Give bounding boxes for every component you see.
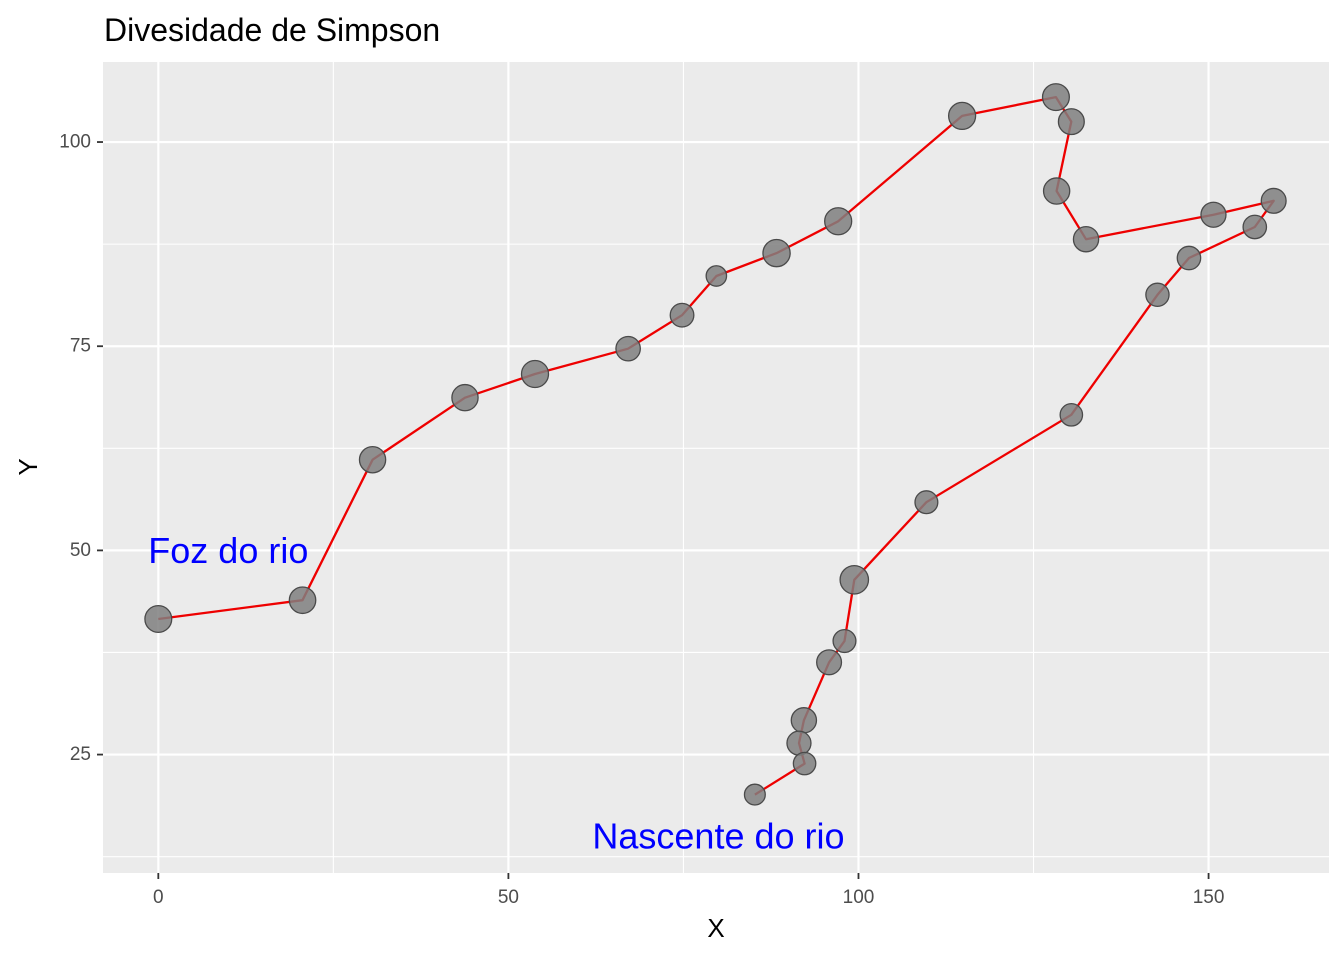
data-point bbox=[144, 604, 173, 634]
chart-title: Divesidade de Simpson bbox=[104, 12, 440, 48]
data-point bbox=[1242, 214, 1268, 240]
data-point bbox=[1176, 245, 1202, 271]
data-points bbox=[144, 83, 1287, 806]
data-point bbox=[1145, 282, 1170, 308]
y-tick-label: 50 bbox=[70, 540, 91, 561]
x-tick-label: 50 bbox=[498, 887, 519, 908]
x-tick-label: 100 bbox=[843, 887, 875, 908]
data-point bbox=[1057, 108, 1085, 136]
data-point bbox=[358, 445, 387, 474]
data-point bbox=[520, 359, 550, 389]
data-point bbox=[824, 207, 853, 236]
data-point bbox=[1260, 187, 1287, 214]
data-point bbox=[1059, 402, 1084, 427]
data-point bbox=[669, 302, 695, 328]
data-point bbox=[743, 783, 766, 806]
data-point bbox=[786, 730, 812, 756]
major-grid-lines bbox=[103, 62, 1329, 873]
x-axis-title: X bbox=[707, 913, 724, 943]
data-point bbox=[1042, 177, 1071, 205]
data-point bbox=[615, 335, 641, 362]
data-point bbox=[839, 564, 870, 595]
y-axis-title: Y bbox=[13, 458, 43, 475]
data-point bbox=[816, 649, 843, 676]
data-point bbox=[792, 751, 817, 776]
y-axis: 25 50 75 100 bbox=[59, 132, 103, 765]
annotations: Foz do rio Nascente do rio bbox=[148, 530, 844, 857]
data-point bbox=[1200, 201, 1227, 228]
data-point bbox=[451, 383, 479, 412]
data-point bbox=[1072, 225, 1100, 253]
data-point bbox=[832, 629, 857, 654]
data-point bbox=[914, 490, 939, 515]
annotation-label: Nascente do rio bbox=[592, 816, 844, 857]
minor-grid-lines bbox=[103, 62, 1329, 873]
data-point bbox=[762, 238, 791, 268]
x-tick-label: 0 bbox=[153, 887, 164, 908]
data-point bbox=[288, 586, 317, 615]
plot-panel bbox=[103, 62, 1329, 873]
data-point bbox=[947, 101, 977, 131]
data-point bbox=[1041, 83, 1070, 112]
data-point bbox=[790, 707, 818, 734]
data-point bbox=[705, 265, 728, 287]
y-tick-label: 75 bbox=[70, 336, 91, 357]
x-axis: 0 50 100 150 bbox=[153, 873, 1224, 908]
y-tick-label: 100 bbox=[59, 132, 91, 153]
annotation-label: Foz do rio bbox=[148, 530, 308, 571]
x-tick-label: 150 bbox=[1193, 887, 1225, 908]
y-tick-label: 25 bbox=[70, 744, 91, 765]
